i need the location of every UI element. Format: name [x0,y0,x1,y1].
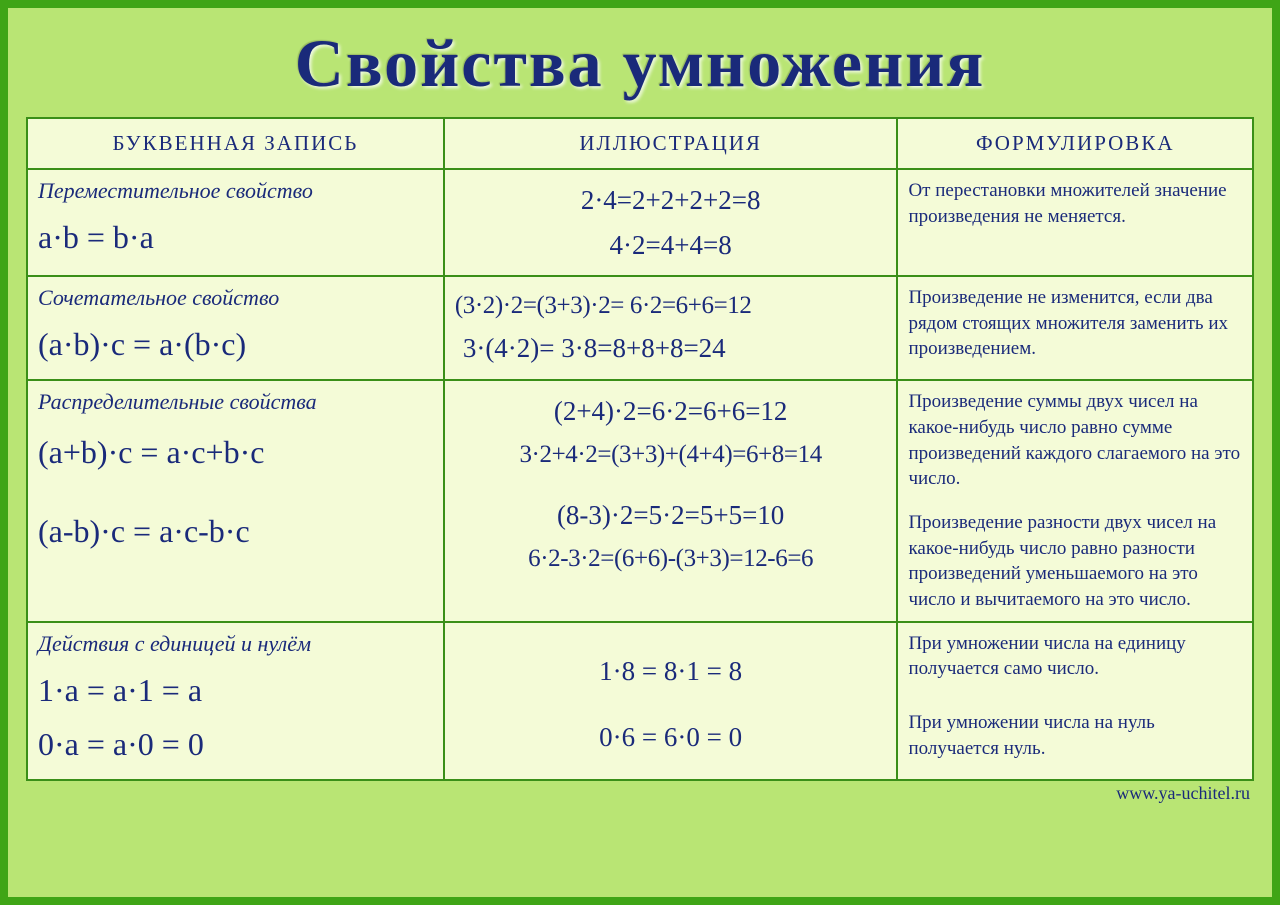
poster-container: Свойства умножения БУКВЕННАЯ ЗАПИСЬ ИЛЛЮ… [8,8,1272,897]
header-col-b: ИЛЛЮСТРАЦИЯ [444,118,898,169]
cell-illustration: 1·8 = 8·1 = 8 0·6 = 6·0 = 0 [444,622,898,781]
illus-line: 1·8 = 8·1 = 8 [455,649,887,694]
illus-line: 3·2+4·2=(3+3)+(4+4)=6+8=14 [455,434,887,475]
properties-table: БУКВЕННАЯ ЗАПИСЬ ИЛЛЮСТРАЦИЯ ФОРМУЛИРОВК… [26,117,1254,781]
description-text: При умножении числа на нуль получается н… [908,710,1242,761]
property-name: Переместительное свойство [38,178,433,204]
cell-notation: Распределительные свойства (a+b)·c = a·c… [27,380,444,621]
cell-illustration: 2·4=2+2+2+2=8 4·2=4+4=8 [444,169,898,276]
table-row: Переместительное свойство a·b = b·a 2·4=… [27,169,1253,276]
description-text: Произведение не изменится, если два рядо… [908,285,1242,362]
illus-line: 6·2-3·2=(6+6)-(3+3)=12-6=6 [455,538,887,579]
illus-line: (3·2)·2=(3+3)·2= 6·2=6+6=12 [455,285,887,326]
table-row: Действия с единицей и нулём 1·a = a·1 = … [27,622,1253,781]
description-text: От перестановки множителей значение прои… [908,178,1242,229]
illus-line: 2·4=2+2+2+2=8 [455,178,887,223]
cell-description: От перестановки множителей значение прои… [897,169,1253,276]
illus-line: 4·2=4+4=8 [455,223,887,268]
illus-line: 0·6 = 6·0 = 0 [455,715,887,760]
illus-line: (8-3)·2=5·2=5+5=10 [455,493,887,538]
formula: (a+b)·c = a·c+b·c [38,425,433,479]
cell-description: Произведение не изменится, если два рядо… [897,276,1253,380]
cell-notation: Переместительное свойство a·b = b·a [27,169,444,276]
property-name: Распределительные свойства [38,389,433,415]
cell-notation: Действия с единицей и нулём 1·a = a·1 = … [27,622,444,781]
illus-line: (2+4)·2=6·2=6+6=12 [455,389,887,434]
cell-description: При умножении числа на единицу получаетс… [897,622,1253,781]
cell-illustration: (2+4)·2=6·2=6+6=12 3·2+4·2=(3+3)+(4+4)=6… [444,380,898,621]
page-title: Свойства умножения [26,24,1254,103]
description-text: При умножении числа на единицу получаетс… [908,631,1242,682]
table-row: Распределительные свойства (a+b)·c = a·c… [27,380,1253,621]
header-col-a: БУКВЕННАЯ ЗАПИСЬ [27,118,444,169]
header-row: БУКВЕННАЯ ЗАПИСЬ ИЛЛЮСТРАЦИЯ ФОРМУЛИРОВК… [27,118,1253,169]
cell-notation: Сочетательное свойство (a·b)·c = a·(b·c) [27,276,444,380]
formula: (a-b)·c = a·c-b·c [38,504,433,558]
property-name: Сочетательное свойство [38,285,433,311]
formula: a·b = b·a [38,210,433,264]
description-text: Произведение разности двух чисел на како… [908,510,1242,613]
illus-line: 3·(4·2)= 3·8=8+8+8=24 [455,326,887,371]
table-row: Сочетательное свойство (a·b)·c = a·(b·c)… [27,276,1253,380]
formula: 0·a = a·0 = 0 [38,717,433,771]
property-name: Действия с единицей и нулём [38,631,433,657]
formula: 1·a = a·1 = a [38,663,433,717]
cell-illustration: (3·2)·2=(3+3)·2= 6·2=6+6=12 3·(4·2)= 3·8… [444,276,898,380]
description-text: Произведение суммы двух чисел на какое-н… [908,389,1242,492]
header-col-c: ФОРМУЛИРОВКА [897,118,1253,169]
formula: (a·b)·c = a·(b·c) [38,317,433,371]
footer-url: www.ya-uchitel.ru [26,783,1254,804]
cell-description: Произведение суммы двух чисел на какое-н… [897,380,1253,621]
